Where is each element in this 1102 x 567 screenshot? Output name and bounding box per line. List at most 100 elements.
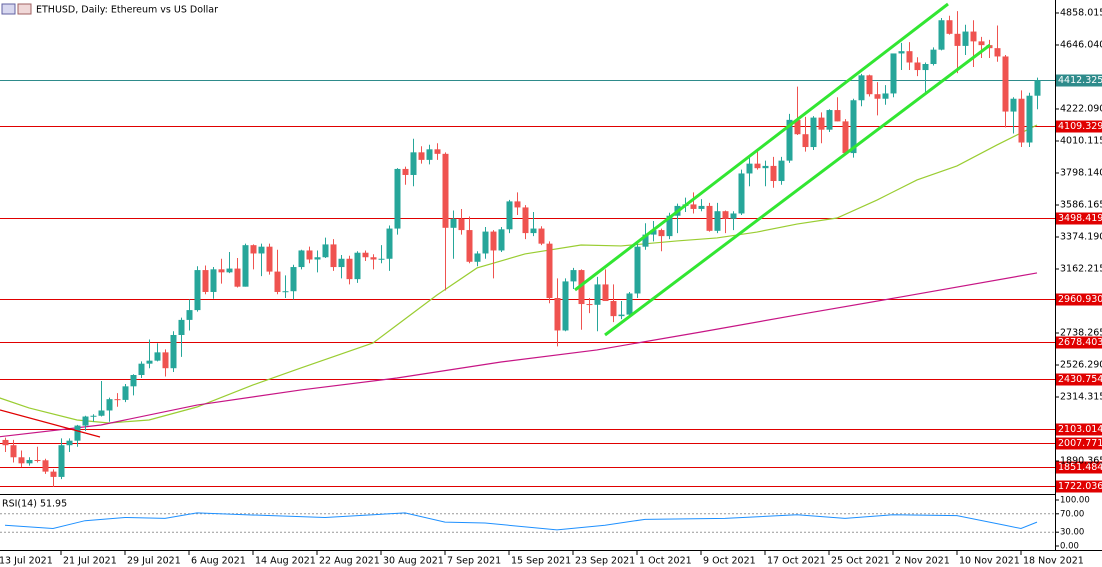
candle-body bbox=[546, 243, 553, 299]
rsi-tick-label: 30.00 bbox=[1060, 528, 1084, 538]
y-tick-label: 4222.090 bbox=[1060, 103, 1102, 114]
candle-body bbox=[386, 228, 393, 259]
candle-body bbox=[642, 234, 649, 247]
symbol-icon bbox=[17, 3, 32, 15]
rsi-line bbox=[4, 512, 1038, 531]
x-tick-label: 30 Aug 2021 bbox=[383, 556, 444, 567]
candle-body bbox=[786, 119, 793, 161]
candle-body bbox=[114, 399, 121, 401]
candle-body bbox=[338, 258, 345, 268]
candle-body bbox=[1002, 56, 1009, 112]
y-tick-label: 2738.265 bbox=[1060, 327, 1102, 338]
candle-body bbox=[418, 152, 425, 160]
y-tick-label: 3162.215 bbox=[1060, 263, 1102, 274]
x-tick-label: 21 Jul 2021 bbox=[63, 556, 117, 567]
candle-body bbox=[906, 51, 913, 63]
candle-body bbox=[1018, 98, 1025, 143]
candle-body bbox=[530, 228, 537, 234]
candle-body bbox=[82, 416, 89, 426]
candle-body bbox=[90, 415, 97, 417]
candle-body bbox=[42, 460, 49, 472]
candle-body bbox=[170, 334, 177, 369]
candle-body bbox=[378, 258, 385, 260]
level-label: 2678.403 bbox=[1058, 337, 1102, 348]
y-tick-label: 1890.365 bbox=[1060, 455, 1102, 466]
candle-body bbox=[1034, 80, 1041, 96]
candle-body bbox=[482, 231, 489, 254]
candle-body bbox=[858, 75, 865, 101]
candle-body bbox=[746, 163, 753, 174]
candle-body bbox=[610, 301, 617, 317]
candle-body bbox=[458, 218, 465, 231]
candle-body bbox=[314, 257, 321, 260]
candle-body bbox=[322, 244, 329, 258]
level-label: 2007.771 bbox=[1058, 438, 1102, 449]
level-label: 2103.014 bbox=[1058, 424, 1102, 435]
channel-upper bbox=[574, 2, 949, 292]
level-label: 2960.930 bbox=[1058, 294, 1102, 305]
candle-body bbox=[954, 33, 961, 46]
candle-body bbox=[602, 284, 609, 302]
candle-body bbox=[450, 218, 457, 228]
level-label: 2430.754 bbox=[1058, 374, 1102, 385]
candle-body bbox=[538, 228, 545, 244]
candle-body bbox=[426, 149, 433, 160]
candle-body bbox=[626, 293, 633, 315]
candle-body bbox=[570, 270, 577, 282]
candle-body bbox=[794, 119, 801, 135]
trend-line bbox=[0, 409, 101, 438]
overlay: 4109.329 3498.419 2960.930 2678.403 2430.754… bbox=[1056, 74, 1102, 493]
candle-body bbox=[274, 271, 281, 292]
candle-body bbox=[370, 257, 377, 260]
candle-body bbox=[970, 31, 977, 42]
candle-body bbox=[242, 245, 249, 287]
candle-body bbox=[818, 117, 825, 130]
candle-body bbox=[874, 94, 881, 99]
level-label-box bbox=[1056, 423, 1102, 436]
candle-body bbox=[562, 281, 569, 331]
level-label-box bbox=[1056, 461, 1102, 474]
candle-body bbox=[826, 110, 833, 130]
candle-body bbox=[330, 244, 337, 268]
candle-body bbox=[914, 62, 921, 71]
level-label-box bbox=[1056, 120, 1102, 133]
candle-body bbox=[442, 153, 449, 228]
x-tick-label: 23 Sep 2021 bbox=[575, 556, 635, 567]
candle-body bbox=[810, 117, 817, 148]
rsi-tick-label: 0.00 bbox=[1060, 542, 1079, 552]
candle-body bbox=[722, 211, 729, 219]
candle-body bbox=[58, 445, 65, 477]
y-tick-label: 4010.115 bbox=[1060, 135, 1102, 146]
y-tick-label: 2526.290 bbox=[1060, 359, 1102, 370]
x-tick-label: 18 Nov 2021 bbox=[1023, 556, 1084, 567]
candle-body bbox=[922, 64, 929, 71]
candle-body bbox=[770, 165, 777, 182]
candle-body bbox=[466, 230, 473, 262]
candle-body bbox=[434, 149, 441, 154]
candle-body bbox=[66, 440, 73, 446]
y-tick-label: 4646.040 bbox=[1060, 39, 1102, 50]
candle-body bbox=[842, 121, 849, 154]
candle-body bbox=[10, 445, 17, 458]
candle-body bbox=[226, 268, 233, 273]
candle-body bbox=[410, 152, 417, 175]
candle-body bbox=[194, 270, 201, 311]
symbol-icon bbox=[1, 3, 16, 15]
candle-body bbox=[1026, 95, 1033, 143]
candle-body bbox=[346, 258, 353, 280]
candle-body bbox=[618, 314, 625, 317]
candle-body bbox=[850, 100, 857, 154]
candle-body bbox=[290, 267, 297, 292]
candle-body bbox=[362, 252, 369, 258]
rsi-tick-label: 100.00 bbox=[1060, 496, 1090, 506]
level-label-box bbox=[1056, 212, 1102, 225]
plot-area bbox=[0, 11, 1055, 533]
candle-body bbox=[50, 471, 57, 477]
candle-body bbox=[762, 165, 769, 169]
candle-body bbox=[498, 229, 505, 251]
candle-body bbox=[154, 352, 161, 361]
candle-body bbox=[266, 246, 273, 272]
candle-body bbox=[866, 75, 873, 95]
candle-body bbox=[178, 319, 185, 335]
